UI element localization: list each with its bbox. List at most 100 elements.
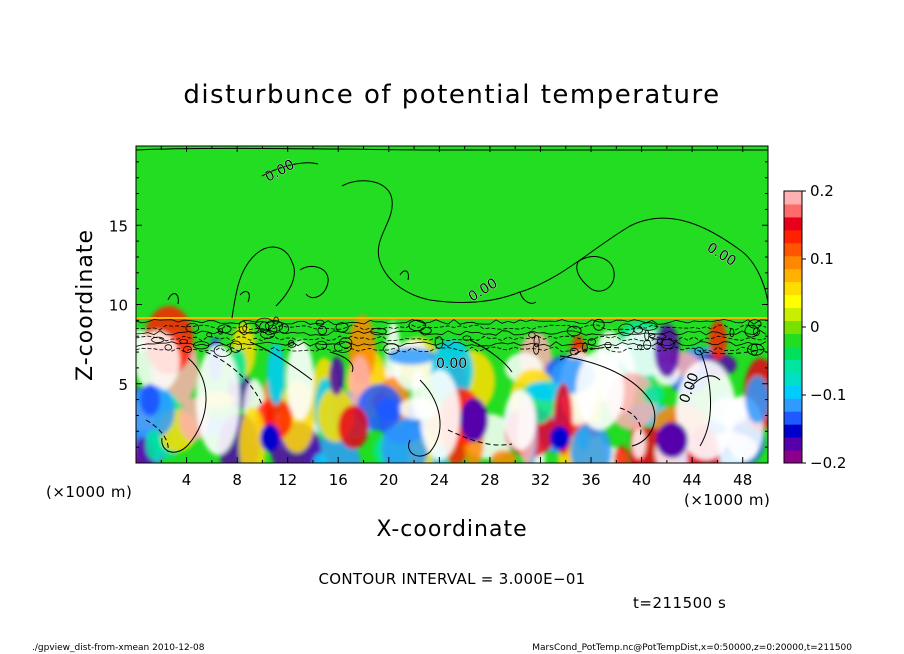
plot-area: 0.00 0.00 0.00 0.00 0.00 [136,146,768,463]
colorbar-swatch [784,229,802,244]
x-tick-label: 40 [632,471,651,489]
band-contour [136,335,767,342]
colorbar-ticks: 0.2 0.1 0 −0.1 −0.2 [802,182,846,472]
band-eddy [333,341,352,353]
contour-interval: CONTOUR INTERVAL = 3.000E−01 [318,570,585,588]
band-eddy [151,336,165,343]
band-eddy [218,328,224,335]
band-eddy [287,342,297,348]
band-eddy [278,323,290,334]
band-eddy [533,342,540,355]
colorbar-swatch [784,437,802,451]
field-blob [709,320,727,361]
band-eddy [582,342,588,353]
colorbar-swatch [784,268,802,283]
boundary-band [136,316,768,357]
band-eddy [264,319,284,332]
band-contour [136,319,767,325]
band-eddy [637,344,643,350]
band-eddy [315,340,328,350]
x-tick-label: 4 [182,471,192,489]
colorbar-swatch [784,424,802,438]
field-core [376,398,400,422]
band-eddy [533,335,540,348]
x-axis-label: X-coordinate [376,517,527,542]
field-core [260,424,280,452]
field-plume [504,390,536,450]
field-blob [614,445,630,463]
field-blob [266,343,286,405]
colorbar-swatch [784,411,802,425]
band-eddy [259,321,270,333]
band-eddy [618,323,635,336]
field-blob [312,453,327,463]
band-eddy [185,322,200,333]
band-contour [136,324,767,331]
colorbar-swatch [784,385,802,399]
band-eddy [462,335,472,341]
field-core [140,384,160,416]
y-tick-label: 10 [109,297,128,315]
field-blob [387,347,436,365]
band-eddy [213,344,232,357]
x-axis: 4 8 12 16 20 24 28 32 36 40 44 48 [160,146,752,489]
x-tick-label: 32 [531,471,550,489]
band-eddy [229,340,242,353]
band-eddy [317,325,328,335]
x-tick-label: 8 [232,471,242,489]
band-eddy [643,339,652,350]
footer-right: MarsCond_PotTemp.nc@PotTempDist,x=0:5000… [532,643,852,653]
field-plume [196,345,240,455]
band-eddy [164,344,173,351]
colorbar-swatch [784,333,802,347]
y-tick-label: 15 [109,217,128,235]
band-eddy [242,322,260,334]
colorbar-swatch [784,255,802,270]
field-blob [526,381,566,401]
colorbar-tick-label: 0.1 [810,250,834,268]
colorbar-swatch [784,307,802,322]
band-eddy [182,345,192,353]
field-plume [676,360,736,460]
field-blob [136,331,180,393]
field-blob [239,406,266,463]
field-plume [286,340,314,420]
lower-contours [145,339,768,457]
band-eddy [592,318,605,331]
band-eddy [238,320,248,334]
colorbar-tick-label: 0 [810,318,820,336]
field-blob [338,405,369,449]
colorbar-swatch [784,281,802,296]
upper-contours [136,147,768,319]
colorbar-swatch [784,242,802,257]
band-contour [136,346,767,353]
x-tick-label: 28 [480,471,499,489]
band-eddy [408,319,426,332]
contour-label: 0.00 [436,356,467,372]
colorbar-swatch [784,398,802,412]
colorbar-swatch [784,191,802,205]
chart-title: disturbunce of potential temperature [183,80,720,110]
band-eddy [339,337,353,349]
band-eddy [744,324,759,338]
field-plume [420,370,460,460]
band-contour [136,341,767,347]
band-eddy [383,343,400,355]
band-eddy [569,347,579,356]
x-unit-right: (×1000 m) [684,491,770,509]
y-axis-label: Z-coordinate [73,229,98,381]
field-blob [329,357,345,396]
x-tick-label: 44 [683,471,702,489]
colorbar-swatch [784,294,802,309]
field-blob [642,384,665,405]
x-unit-left: (×1000 m) [46,483,132,501]
x-tick-label: 16 [329,471,348,489]
colorbar [784,191,802,464]
band-eddy [528,332,536,338]
x-tick-label: 12 [278,471,297,489]
x-tick-label: 20 [379,471,398,489]
x-tick-label: 24 [430,471,449,489]
field-blob [654,324,680,377]
field-core [550,426,570,450]
y-tick-label: 5 [118,376,128,394]
